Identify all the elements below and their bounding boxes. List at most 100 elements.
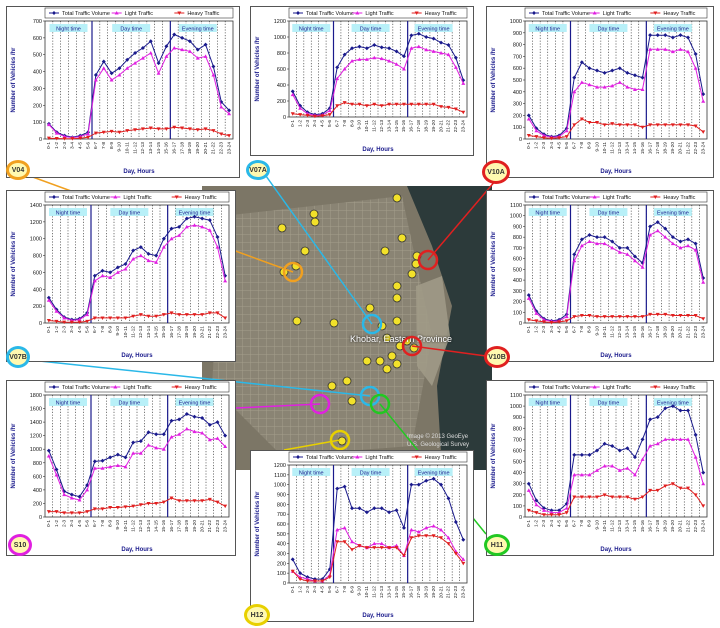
x-tick-label: 9-10 [357,120,363,130]
data-point [693,124,698,129]
data-point [131,256,136,261]
data-point [655,33,660,38]
site-label-v07b[interactable]: V07B [6,346,30,368]
legend-marker [414,11,419,15]
data-point [364,46,369,51]
data-point [602,315,607,319]
site-label-s10[interactable]: S10 [8,534,32,556]
legend-label: Total Traffic Volume [542,385,590,391]
y-tick-label: 1200 [274,19,286,25]
x-tick-label: 10-11 [364,586,370,598]
data-point [701,280,706,284]
x-tick-label: 22-23 [693,142,699,155]
data-point [207,437,212,442]
x-tick-label: 23-24 [461,586,467,599]
x-tick-label: 17-18 [416,586,422,599]
x-tick-label: 15-16 [401,586,407,599]
data-point [670,482,675,486]
data-point [207,218,212,223]
site-label-v04[interactable]: V04 [6,160,30,180]
data-point [223,316,228,320]
site-label-h11[interactable]: H11 [484,534,510,556]
data-point [146,251,151,256]
data-point [640,437,645,442]
x-tick-label: 20-21 [199,520,205,533]
series-0 [526,404,706,513]
site-label-v07a[interactable]: V07A [246,160,270,180]
data-point [115,265,120,270]
y-tick-label: 400 [513,471,522,477]
data-point [364,104,369,108]
x-tick-label: 17-18 [176,520,182,533]
x-tick-label: 22-23 [693,520,699,533]
data-point [587,495,592,500]
data-point [108,506,113,510]
data-point [85,510,90,514]
x-tick-label: 7-8 [579,142,585,149]
y-tick-label: 900 [513,415,522,421]
y-tick-label: 1200 [274,463,286,469]
x-tick-label: 10-11 [364,120,370,132]
period-label: Evening time [182,27,214,33]
data-point [526,508,531,513]
data-point [549,136,554,141]
data-point [131,314,136,319]
satellite-map[interactable]: Khobar, Eastern Province Image © 2013 Ge… [202,186,492,470]
data-point [617,250,622,254]
x-tick-label: 6-7 [93,142,99,149]
legend-marker [414,455,419,459]
y-tick-label: 600 [277,67,286,73]
data-point [372,55,377,60]
data-point [62,320,67,325]
data-point [177,417,182,422]
legend-label: Heavy Traffic [425,455,457,461]
series-2 [46,125,232,141]
period-label-bg [528,208,567,216]
x-tick-label: 12-13 [379,586,385,599]
traffic-counter-marker [329,318,339,328]
traffic-counter-marker [392,281,402,291]
site-label-v10a[interactable]: V10A [482,160,510,184]
x-tick-label: 3-4 [549,142,555,149]
data-point [227,134,232,138]
data-point [335,65,340,70]
data-point [177,224,182,229]
y-tick-label: 300 [513,482,522,488]
data-point [541,513,546,517]
data-point [579,495,584,500]
x-tick-label: 2-3 [305,586,311,593]
data-point [595,468,600,472]
traffic-counter-marker [327,381,337,391]
series-0 [46,411,228,499]
x-tick-label: 21-22 [685,520,691,533]
y-tick-label: 0 [39,321,42,327]
x-tick-label: 19-20 [431,120,437,133]
x-tick-label: 2-3 [61,520,67,527]
site-label-v10b[interactable]: V10B [484,346,510,368]
data-point [219,132,224,136]
x-tick-label: 14-15 [632,520,638,533]
data-point [526,481,531,486]
legend-label: Total Traffic Volume [62,195,110,201]
data-point [602,441,607,446]
data-point [387,46,392,51]
x-tick-label: 0-1 [46,326,52,333]
data-point [131,440,136,445]
x-tick-label: 11-12 [372,120,378,132]
data-point [564,319,569,323]
data-point [335,486,340,491]
data-point [379,546,384,550]
data-point [184,216,189,221]
data-point [632,123,637,127]
x-tick-label: 11-12 [609,520,615,532]
data-point [192,414,197,419]
y-tick-label: 800 [277,502,286,508]
period-label-bg [414,24,453,32]
site-label-h12[interactable]: H12 [244,604,270,626]
x-tick-label: 6-7 [572,520,578,527]
data-point [579,60,584,65]
data-point [342,52,347,57]
data-point [572,252,577,257]
x-tick-label: 13-14 [386,120,392,133]
data-point [453,107,458,111]
